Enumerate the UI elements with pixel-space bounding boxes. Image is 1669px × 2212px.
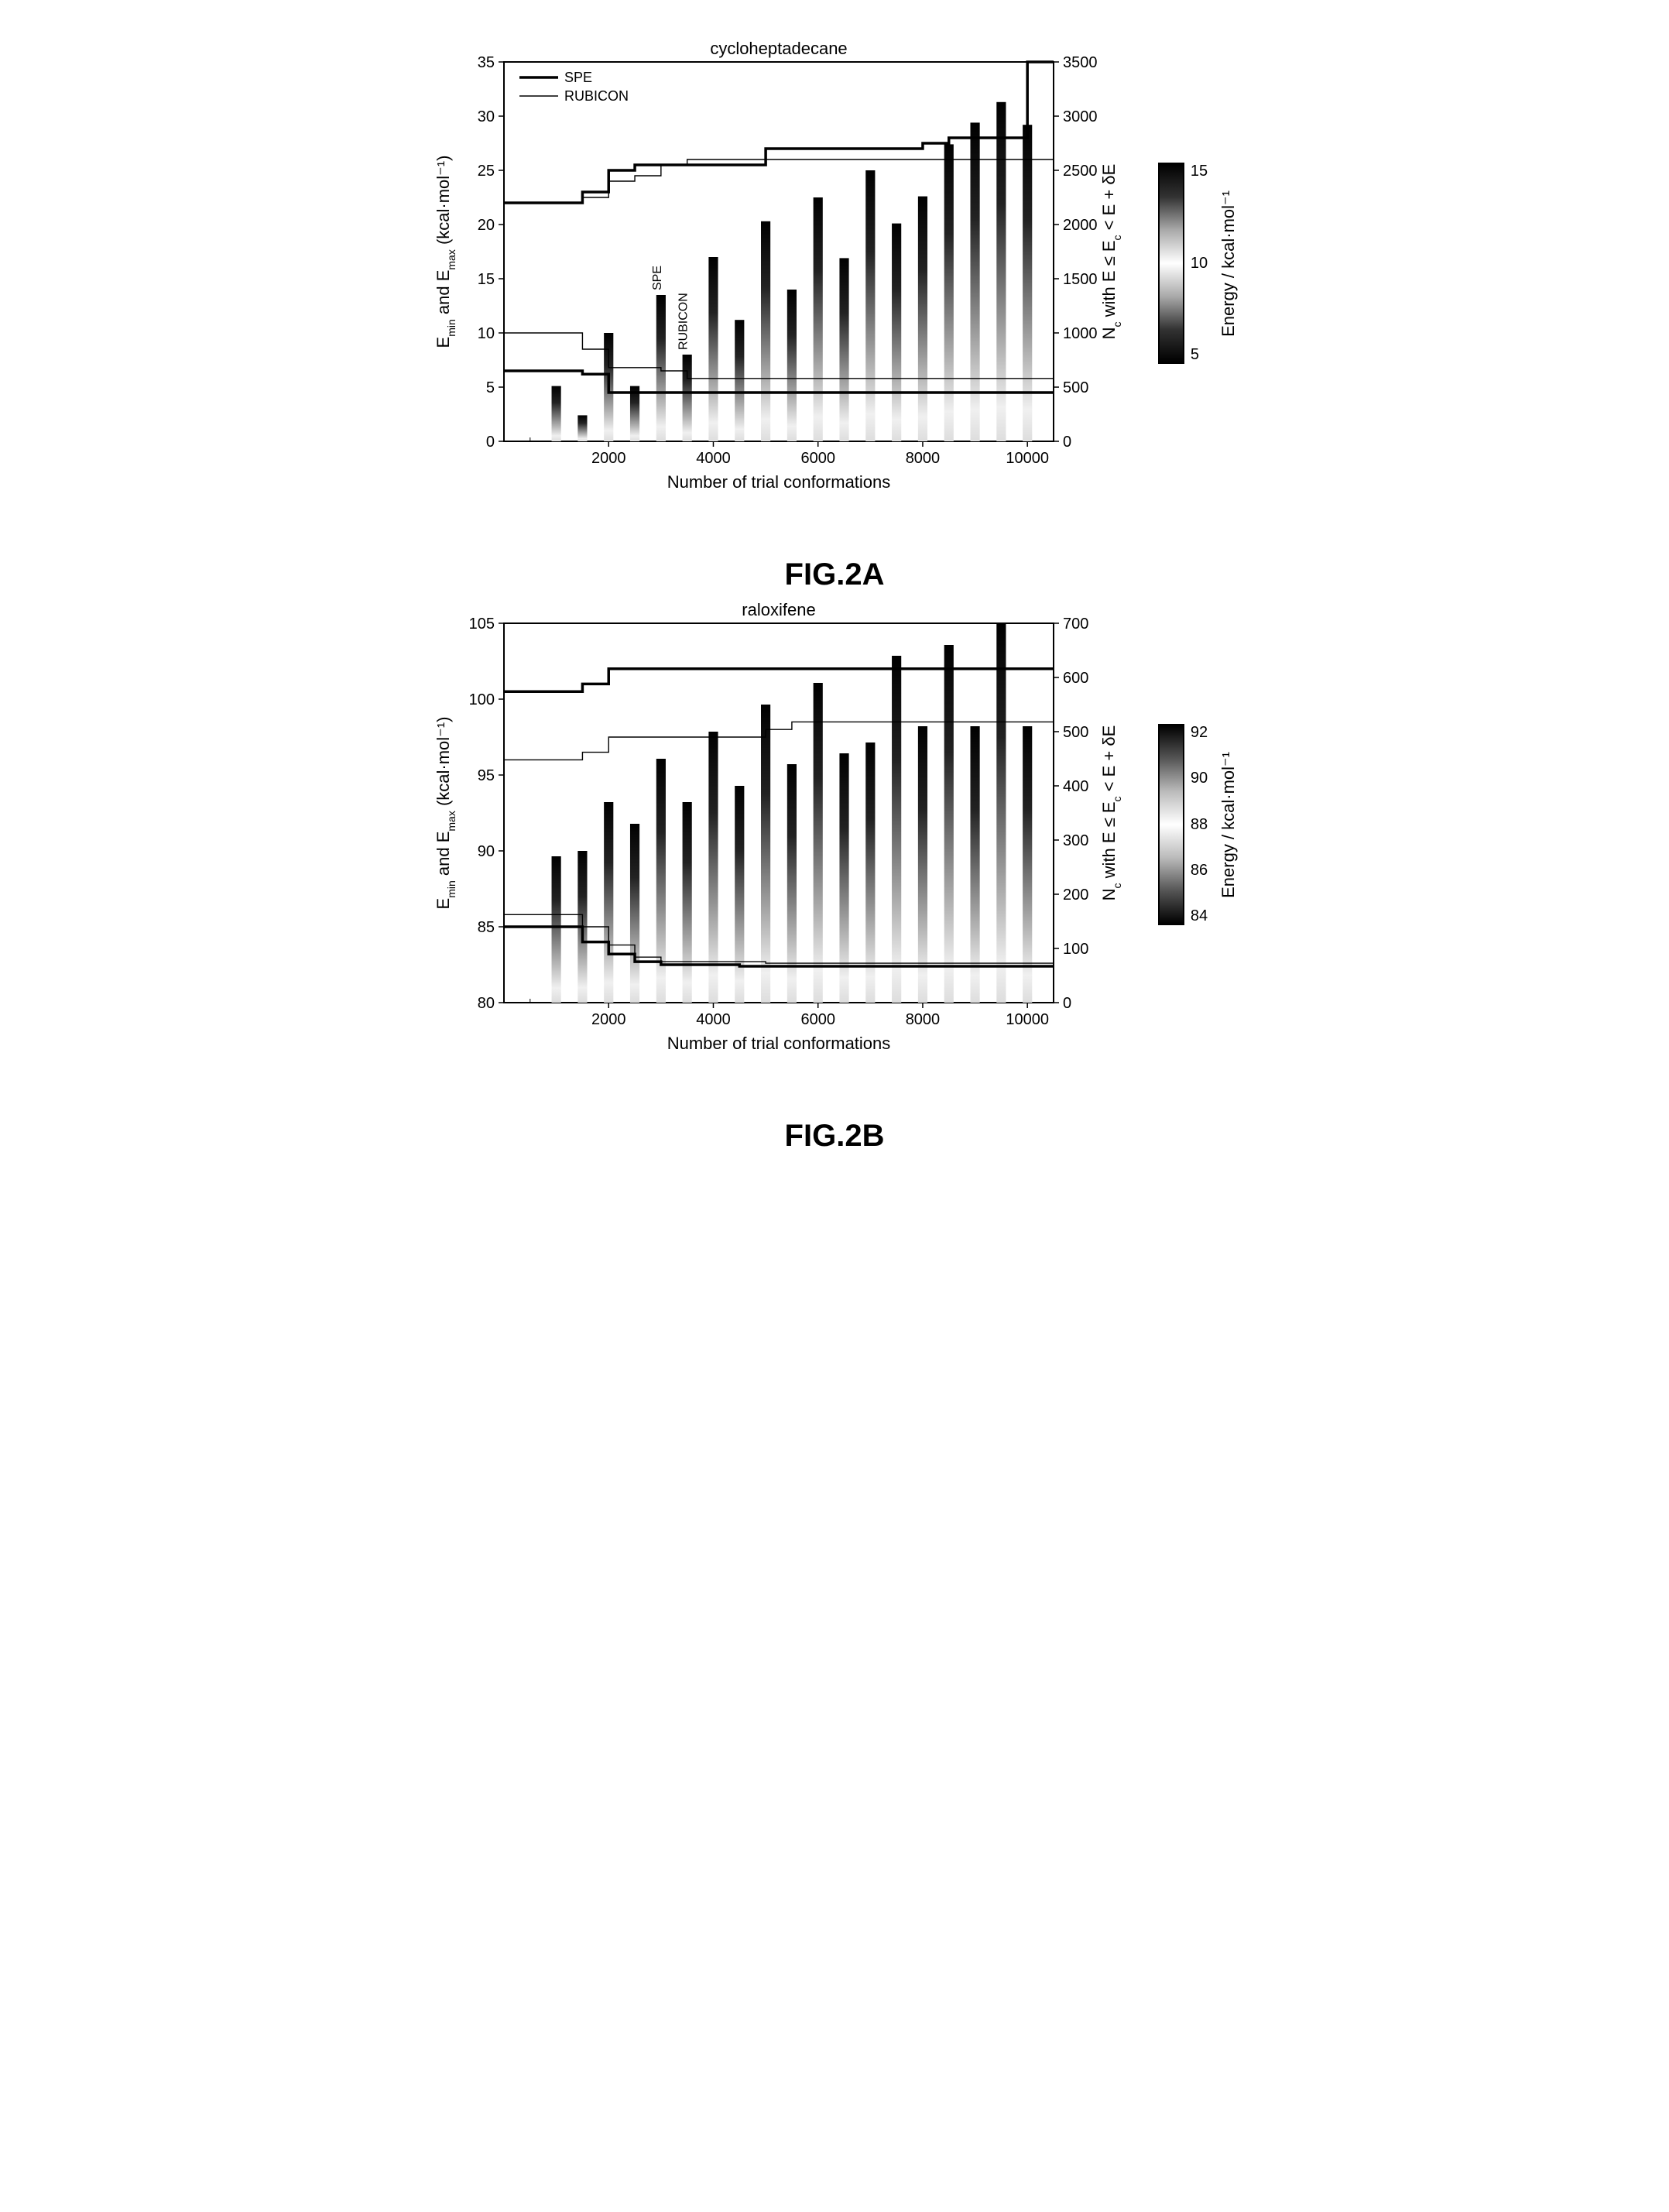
svg-text:2000: 2000 [591, 450, 626, 467]
svg-text:cycloheptadecane: cycloheptadecane [710, 39, 847, 58]
svg-text:3000: 3000 [1063, 108, 1098, 125]
figure-label-2b: FIG.2B [31, 1119, 1638, 1154]
svg-text:2000: 2000 [591, 1011, 626, 1028]
svg-text:200: 200 [1063, 887, 1088, 904]
svg-text:0: 0 [486, 434, 495, 451]
chart-2b: raloxifene200040006000800010000808590951… [430, 592, 1127, 1057]
svg-text:1500: 1500 [1063, 271, 1098, 288]
chart-2a: cycloheptadecane200040006000800010000051… [430, 31, 1127, 496]
svg-text:6000: 6000 [800, 1011, 835, 1028]
svg-text:2500: 2500 [1063, 163, 1098, 180]
svg-text:8000: 8000 [906, 450, 941, 467]
svg-text:Number of trial conformations: Number of trial conformations [667, 472, 891, 492]
svg-text:100: 100 [1063, 941, 1088, 958]
figure-2b-panel: raloxifene200040006000800010000808590951… [31, 592, 1638, 1057]
svg-text:Nc with E ≤ Ec < E + δE: Nc with E ≤ Ec < E + δE [1099, 725, 1123, 901]
svg-text:Number of trial conformations: Number of trial conformations [667, 1034, 891, 1053]
svg-text:raloxifene: raloxifene [742, 600, 815, 619]
svg-text:RUBICON: RUBICON [677, 293, 691, 350]
figure-2a-panel: cycloheptadecane200040006000800010000051… [31, 31, 1638, 496]
svg-text:25: 25 [478, 163, 495, 180]
svg-text:4000: 4000 [696, 1011, 731, 1028]
colorbar-2b: 9290888684 Energy / kcal·mol⁻¹ [1158, 724, 1239, 925]
svg-text:10000: 10000 [1006, 450, 1049, 467]
svg-text:90: 90 [478, 843, 495, 860]
svg-text:10000: 10000 [1006, 1011, 1049, 1028]
svg-text:700: 700 [1063, 616, 1088, 633]
svg-text:Emin and Emax (kcal·mol⁻¹): Emin and Emax (kcal·mol⁻¹) [434, 156, 458, 348]
svg-text:Nc with E ≤ Ec < E + δE: Nc with E ≤ Ec < E + δE [1099, 164, 1123, 340]
svg-text:400: 400 [1063, 778, 1088, 795]
svg-text:SPE: SPE [564, 70, 592, 85]
svg-text:105: 105 [469, 616, 495, 633]
svg-text:Emin and Emax (kcal·mol⁻¹): Emin and Emax (kcal·mol⁻¹) [434, 717, 458, 910]
colorbar-label-2b: Energy / kcal·mol⁻¹ [1218, 752, 1239, 898]
colorbar-2a: 15105 Energy / kcal·mol⁻¹ [1158, 163, 1239, 364]
svg-text:SPE: SPE [651, 266, 664, 290]
svg-text:8000: 8000 [906, 1011, 941, 1028]
svg-text:2000: 2000 [1063, 217, 1098, 234]
svg-text:30: 30 [478, 108, 495, 125]
svg-text:1000: 1000 [1063, 325, 1098, 342]
svg-text:100: 100 [469, 691, 495, 708]
svg-text:35: 35 [478, 54, 495, 71]
svg-text:6000: 6000 [800, 450, 835, 467]
svg-text:500: 500 [1063, 379, 1088, 396]
svg-text:80: 80 [478, 995, 495, 1012]
svg-text:0: 0 [1063, 434, 1071, 451]
svg-text:0: 0 [1063, 995, 1071, 1012]
svg-text:600: 600 [1063, 670, 1088, 687]
svg-text:3500: 3500 [1063, 54, 1098, 71]
figure-label-2a: FIG.2A [31, 557, 1638, 592]
svg-text:10: 10 [478, 325, 495, 342]
svg-text:20: 20 [478, 217, 495, 234]
svg-text:4000: 4000 [696, 450, 731, 467]
svg-text:300: 300 [1063, 832, 1088, 849]
svg-text:5: 5 [486, 379, 495, 396]
svg-text:500: 500 [1063, 724, 1088, 741]
colorbar-label-2a: Energy / kcal·mol⁻¹ [1218, 190, 1239, 337]
svg-text:15: 15 [478, 271, 495, 288]
svg-text:95: 95 [478, 767, 495, 784]
svg-text:RUBICON: RUBICON [564, 88, 629, 104]
svg-text:85: 85 [478, 919, 495, 936]
